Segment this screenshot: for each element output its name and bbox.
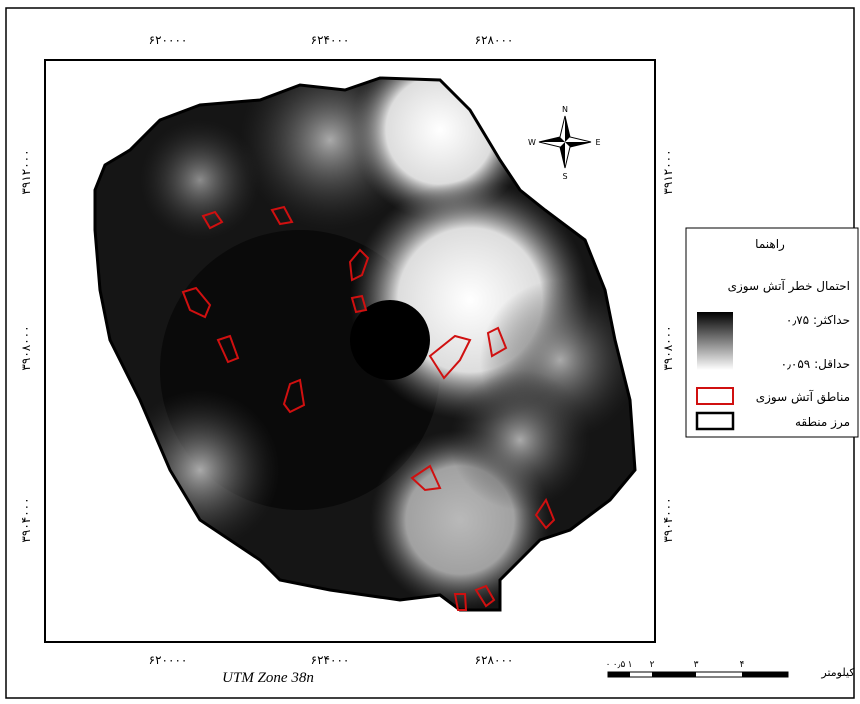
y-coord-left: ۳۹۰۸۰۰۰ [19, 325, 33, 370]
x-coord-bottom: ۶۲۰۰۰۰ [149, 653, 188, 667]
scale-tick: ۰ [606, 660, 611, 670]
x-coord-bottom: ۶۲۸۰۰۰ [475, 653, 514, 667]
legend-max: حداکثر: ۰٫۷۵ [786, 313, 850, 328]
legend-heading: احتمال خطر آتش سوزی [728, 278, 850, 294]
south-label: S [562, 172, 567, 181]
scale-unit: کیلومتر [820, 666, 855, 679]
legend: راهنما احتمال خطر آتش سوزی حداکثر: ۰٫۷۵ … [686, 228, 858, 437]
legend-boundary: مرز منطقه [795, 415, 850, 430]
west-label: W [528, 138, 536, 147]
scale-tick: ۴ [740, 660, 745, 670]
map-layout: ۶۲۰۰۰۰ ۶۲۰۰۰۰ ۶۲۴۰۰۰ ۶۲۴۰۰۰ ۶۲۸۰۰۰ ۶۲۸۰۰۰ ۳۹۱۲… [0, 0, 860, 700]
x-coord-top: ۶۲۸۰۰۰ [475, 33, 514, 47]
x-coord-top: ۶۲۰۰۰۰ [149, 33, 188, 47]
y-coord-right: ۳۹۰۸۰۰۰ [661, 325, 675, 370]
east-label: E [595, 138, 600, 147]
scale-tick: ۳ [694, 660, 699, 670]
scale-tick: ۱ [628, 660, 633, 670]
legend-title: راهنما [755, 237, 785, 252]
projection: UTM Zone 38n [222, 670, 314, 686]
scale-tick: ۲ [650, 660, 655, 670]
legend-min: حداقل: ۰٫۰۵۹ [781, 357, 850, 371]
x-coord-bottom: ۶۲۴۰۰۰ [311, 653, 350, 667]
y-coord-right: ۳۹۰۴۰۰۰ [661, 497, 675, 542]
north-label: N [562, 105, 568, 114]
y-coord-left: ۳۹۰۴۰۰۰ [19, 497, 33, 542]
north-arrow: N S E W [528, 105, 600, 181]
scale-tick: ۰٫۵ [613, 660, 626, 670]
legend-fire: مناطق آتش سوزی [756, 389, 850, 405]
y-coord-left: ۳۹۱۲۰۰۰ [19, 149, 33, 194]
y-coord-right: ۳۹۱۲۰۰۰ [661, 149, 675, 194]
legend-ramp [697, 312, 733, 370]
x-coord-top: ۶۲۴۰۰۰ [311, 33, 350, 47]
